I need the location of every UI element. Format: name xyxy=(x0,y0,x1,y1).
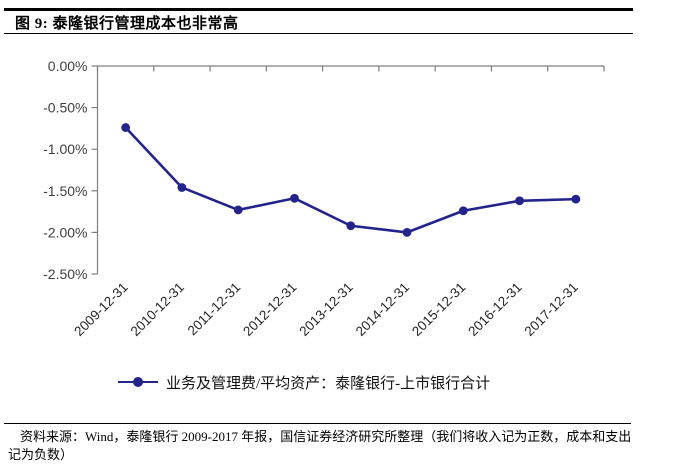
data-point-marker xyxy=(177,183,187,192)
x-tick-label: 2011-12-31 xyxy=(185,280,244,339)
data-point-marker xyxy=(402,228,412,237)
figure-title: 图 9: 泰隆银行管理成本也非常高 xyxy=(15,16,239,32)
x-tick-label: 2014-12-31 xyxy=(353,280,412,339)
source-note: 资料来源：Wind，泰隆银行 2009-2017 年报，国信证券经济研究所整理（… xyxy=(8,429,632,463)
legend-dot-icon xyxy=(133,377,143,387)
data-point-marker xyxy=(121,123,131,132)
legend: 业务及管理费/平均资产：泰隆银行-上市银行合计 xyxy=(118,372,490,392)
data-point-marker xyxy=(346,221,356,231)
x-tick-label: 2015-12-31 xyxy=(409,280,468,339)
y-tick-label: -1.00% xyxy=(43,141,87,157)
x-tick-label: 2012-12-31 xyxy=(240,280,299,339)
y-tick-label: -2.50% xyxy=(43,266,87,282)
data-line xyxy=(124,126,578,234)
title-divider xyxy=(4,33,633,34)
data-point-marker xyxy=(290,193,299,203)
x-tick-label: 2009-12-31 xyxy=(71,280,130,339)
data-point-marker xyxy=(571,194,581,204)
y-tick-label: -1.50% xyxy=(43,183,87,199)
top-rule xyxy=(4,8,633,11)
y-tick-label: -0.50% xyxy=(43,100,87,116)
x-tick-label: 2010-12-31 xyxy=(128,280,187,339)
line-chart: 0.00% -0.50% -1.00% -1.50% -2.00% -2.50%2009-… xyxy=(43,58,605,339)
legend-line-marker-icon xyxy=(118,377,158,388)
footer-divider xyxy=(4,423,631,424)
x-tick-label: 2013-12-31 xyxy=(296,280,355,339)
x-tick-label: 2016-12-31 xyxy=(465,280,524,339)
data-point-marker xyxy=(233,205,243,215)
data-point-marker xyxy=(515,196,524,206)
legend-label: 业务及管理费/平均资产：泰隆银行-上市银行合计 xyxy=(166,375,491,392)
data-point-marker xyxy=(458,206,468,216)
y-tick-label: 0.00% xyxy=(48,58,88,74)
y-tick-label: -2.00% xyxy=(43,224,87,240)
x-tick-label: 2017-12-31 xyxy=(522,280,581,339)
